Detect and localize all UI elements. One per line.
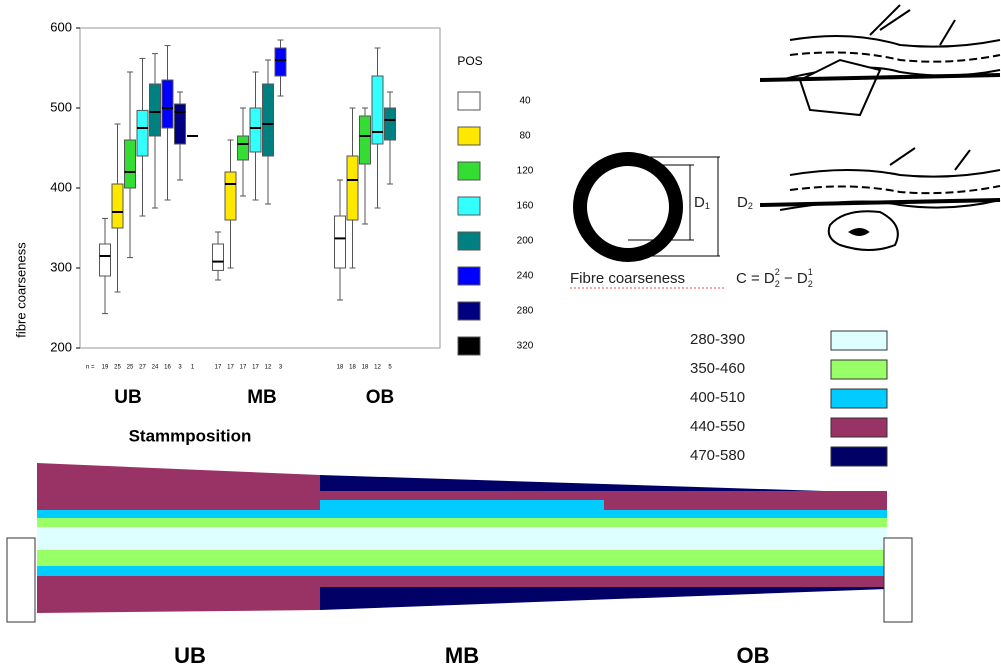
legend-label: 240 (517, 271, 534, 282)
y-tick-label: 500 (50, 99, 72, 114)
box (237, 135, 249, 161)
count-label: 19 (102, 365, 109, 371)
count-label: 17 (240, 365, 247, 371)
stem-label: UB (174, 643, 206, 668)
count-label: 18 (349, 365, 356, 371)
box (384, 107, 396, 141)
fibre-sketch (759, 4, 1001, 251)
range-swatch (830, 388, 888, 409)
formula: C = D2 2 − D1 2 (736, 267, 813, 289)
y-tick-label: 600 (50, 19, 72, 34)
legend-swatch (457, 336, 481, 356)
legend-label: 200 (517, 236, 534, 247)
stem-diagram (6, 463, 913, 623)
box (334, 215, 346, 269)
box (161, 79, 174, 129)
box (174, 103, 186, 145)
range-label: 350-460 (690, 360, 745, 377)
count-label: 24 (152, 365, 159, 371)
count-label: 17 (252, 365, 259, 371)
legend-swatch (457, 231, 481, 251)
count-label: 17 (227, 365, 234, 371)
box (371, 75, 384, 145)
box (124, 139, 136, 189)
range-label: 400-510 (690, 389, 745, 406)
count-label: 1 (191, 365, 195, 371)
range-swatch (830, 330, 888, 351)
fibre-ring (573, 152, 683, 262)
category-label: MB (247, 387, 277, 408)
count-label: 5 (388, 365, 392, 371)
y-tick-label: 200 (50, 339, 72, 354)
range-swatch (830, 417, 888, 438)
box (149, 83, 161, 137)
count-label: 25 (114, 365, 121, 371)
box (111, 183, 124, 229)
range-label: 440-550 (690, 418, 745, 435)
legend-label: 120 (517, 166, 534, 177)
legend-title: POS (457, 54, 482, 68)
range-label: 470-580 (690, 447, 745, 464)
box (136, 109, 149, 157)
legend-label: 80 (519, 131, 531, 142)
y-tick-label: 300 (50, 259, 72, 274)
count-label: 3 (178, 365, 182, 371)
n-label: n = (86, 365, 95, 371)
count-label: 12 (265, 365, 272, 371)
legend-label: 160 (517, 201, 534, 212)
legend-swatch (457, 91, 481, 111)
box (262, 83, 274, 157)
count-label: 3 (279, 365, 283, 371)
stem-label: OB (737, 643, 770, 668)
box (224, 171, 237, 221)
legend-swatch (457, 126, 481, 146)
box (212, 243, 224, 271)
x-axis-label: Stammposition (129, 426, 252, 445)
count-label: 12 (374, 365, 381, 371)
count-label: 27 (139, 365, 146, 371)
range-swatch (830, 446, 888, 467)
legend-swatch (457, 266, 481, 286)
box (359, 115, 371, 165)
count-label: 17 (215, 365, 222, 371)
box (274, 47, 287, 77)
count-label: 25 (127, 365, 134, 371)
legend-label: 40 (519, 96, 531, 107)
legend-label: 320 (517, 341, 534, 352)
legend-swatch (457, 161, 481, 181)
box (346, 155, 359, 221)
box (99, 243, 111, 277)
legend-label: 280 (517, 306, 534, 317)
count-label: 16 (164, 365, 171, 371)
category-label: OB (366, 387, 395, 408)
dimension-lines (628, 156, 720, 257)
stem-label: MB (445, 643, 479, 668)
y-axis-label: fibre coarseness (13, 242, 28, 338)
range-label: 280-390 (690, 331, 745, 348)
d2-label: D2 (737, 194, 753, 211)
count-label: 18 (337, 365, 344, 371)
formula-label: Fibre coarseness (570, 270, 685, 287)
range-swatch (830, 359, 888, 380)
legend-swatch (457, 301, 481, 321)
legend-swatch (457, 196, 481, 216)
y-tick-label: 400 (50, 179, 72, 194)
category-label: UB (114, 387, 141, 408)
box (249, 107, 262, 153)
d1-label: D1 (694, 194, 710, 211)
count-label: 18 (362, 365, 369, 371)
